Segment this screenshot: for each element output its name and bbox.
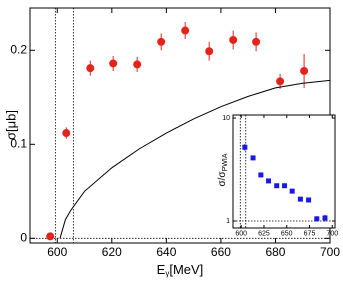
inset-point bbox=[250, 155, 256, 161]
x-tick-label: 660 bbox=[211, 245, 231, 259]
x-tick-label: 700 bbox=[320, 245, 340, 259]
x-tick-label: 620 bbox=[102, 245, 122, 259]
inset-y-tick-label: 1 bbox=[226, 218, 230, 225]
x-label-unit: [MeV] bbox=[169, 262, 203, 277]
inset-frame bbox=[232, 114, 336, 229]
inset-point bbox=[297, 196, 303, 202]
point bbox=[300, 66, 309, 75]
inset-point bbox=[274, 183, 280, 189]
point bbox=[252, 37, 261, 46]
y-tick-label: 0 bbox=[20, 230, 27, 244]
point bbox=[229, 35, 238, 44]
point bbox=[205, 47, 214, 56]
y-tick-label: 0.2 bbox=[10, 42, 27, 56]
point bbox=[109, 59, 118, 68]
inset-x-tick-label: 700 bbox=[326, 230, 338, 237]
inset-x-tick-label: 650 bbox=[281, 230, 293, 237]
inset-point bbox=[314, 216, 320, 222]
x-label-sub: γ bbox=[165, 269, 169, 278]
inset-y-tick-label: 10 bbox=[222, 115, 230, 122]
inset-x-tick-label: 675 bbox=[304, 230, 316, 237]
inset-x-tick-label: 625 bbox=[258, 230, 270, 237]
x-tick-label: 640 bbox=[156, 245, 176, 259]
y-tick-label: 0.1 bbox=[10, 136, 27, 150]
point bbox=[276, 77, 285, 86]
point bbox=[133, 60, 142, 69]
point bbox=[157, 37, 166, 46]
inset-point bbox=[289, 188, 295, 194]
inset-point bbox=[306, 197, 312, 203]
x-tick-label: 600 bbox=[47, 245, 67, 259]
inset-point bbox=[282, 183, 288, 189]
x-axis-label: Eγ[MeV] bbox=[157, 262, 204, 278]
inset-y-label-main: σ/σ bbox=[217, 171, 228, 187]
inset-point bbox=[242, 144, 248, 150]
inset-background bbox=[233, 115, 335, 228]
curve bbox=[59, 79, 331, 239]
point bbox=[46, 232, 55, 241]
x-label-main: E bbox=[157, 262, 166, 277]
point bbox=[181, 26, 190, 35]
point bbox=[62, 129, 71, 138]
inset-point bbox=[258, 172, 264, 178]
x-tick-label: 680 bbox=[265, 245, 285, 259]
inset-y-label-sub: PWIA bbox=[222, 153, 229, 171]
y-axis-label: σ[μb] bbox=[3, 110, 18, 140]
inset-x-tick-label: 600 bbox=[235, 230, 247, 237]
inset-y-label: σ/σPWIA bbox=[217, 153, 229, 186]
inset-point bbox=[266, 178, 272, 184]
inset-point bbox=[322, 215, 328, 221]
point bbox=[86, 64, 95, 73]
